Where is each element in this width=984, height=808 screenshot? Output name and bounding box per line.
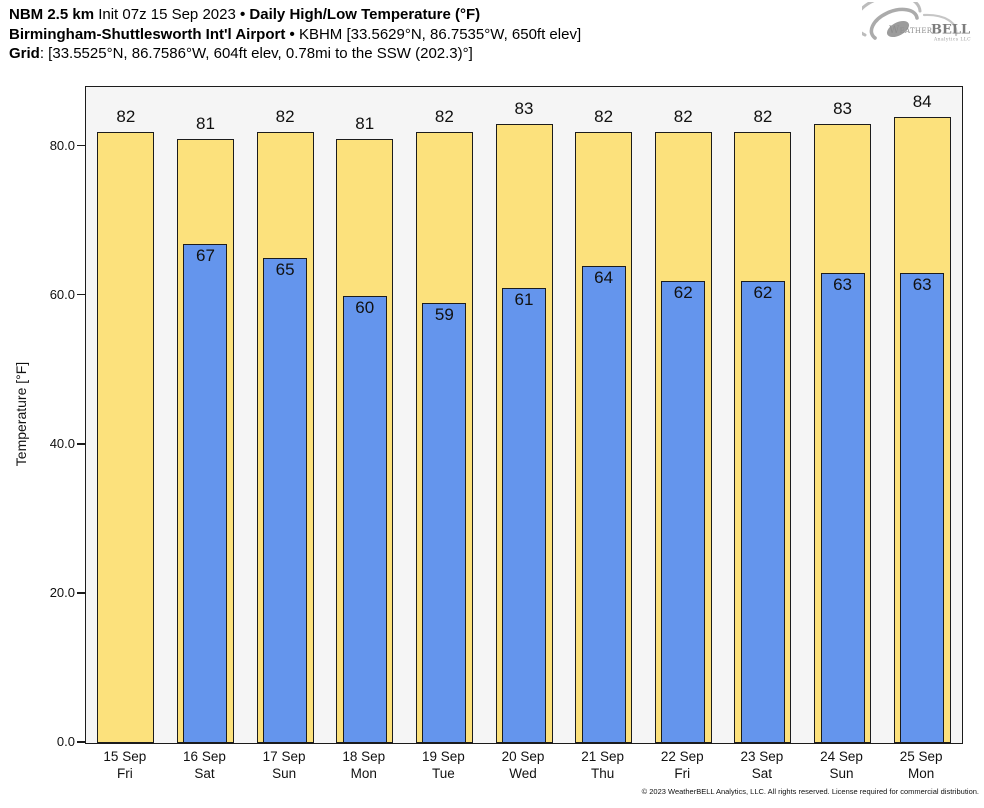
grid-label: Grid <box>9 45 40 62</box>
x-tick-weekday: Fri <box>116 766 133 781</box>
high-bar <box>97 131 155 743</box>
low-value-label: 63 <box>833 275 852 295</box>
separator-dot: • <box>289 25 295 43</box>
high-value-label: 82 <box>116 106 136 126</box>
x-tick-weekday: Sat <box>751 766 773 781</box>
x-tick-label: 25 Sep Mon <box>879 748 963 782</box>
x-tick-weekday: Sun <box>272 766 297 781</box>
high-value-label: 82 <box>434 106 454 126</box>
low-value-label: 62 <box>753 282 773 302</box>
x-tick-date: 16 Sep <box>183 749 226 764</box>
header-line-model: NBM 2.5 km Init 07z 15 Sep 2023 • Daily … <box>9 5 581 25</box>
x-tick-weekday: Sun <box>829 766 854 781</box>
logo-name-suffix: BELL <box>931 23 970 38</box>
low-bar: 64 <box>581 265 626 743</box>
x-axis-labels: 15 Sep Fri 16 Sep Sat 17 Sep Sun 18 Sep Mon 19 S… <box>85 748 961 790</box>
high-value-label: 83 <box>833 99 852 119</box>
y-axis-title: Temperature [°F] <box>13 361 29 467</box>
low-bar: 60 <box>342 295 387 743</box>
y-tick-label: 20.0 <box>49 584 75 600</box>
high-value-label: 82 <box>594 106 614 126</box>
y-tick-mark <box>77 592 85 594</box>
high-value-label: 81 <box>195 114 215 134</box>
low-bar: 61 <box>502 288 546 743</box>
low-value-label: 59 <box>434 305 454 325</box>
y-tick-mark <box>77 741 85 743</box>
header-line-station: Birmingham-Shuttlesworth Int'l Airport •… <box>9 25 581 45</box>
x-tick-date: 19 Sep <box>421 749 465 764</box>
x-tick-label: 15 Sep Fri <box>83 748 167 782</box>
x-tick-weekday: Mon <box>908 766 935 781</box>
low-value-label: 63 <box>912 275 932 295</box>
high-value-label: 82 <box>753 106 773 126</box>
low-bar: 62 <box>661 280 706 743</box>
x-tick-label: 20 Sep Wed <box>481 748 565 782</box>
x-tick-date: 17 Sep <box>262 749 306 764</box>
weatherbell-logo: Weather BELL Analytics LLC <box>862 2 971 43</box>
high-value-label: 82 <box>275 106 295 126</box>
model-name: NBM 2.5 km <box>9 6 95 23</box>
x-tick-label: 19 Sep Tue <box>401 748 485 782</box>
header: NBM 2.5 km Init 07z 15 Sep 2023 • Daily … <box>9 5 581 64</box>
init-time: Init 07z 15 Sep 2023 <box>98 6 236 23</box>
x-tick-weekday: Wed <box>509 766 537 781</box>
x-tick-weekday: Fri <box>674 766 691 781</box>
low-bar: 65 <box>263 258 308 743</box>
low-bar: 67 <box>183 243 228 743</box>
product-title: Daily High/Low Temperature (°F) <box>249 6 481 23</box>
x-tick-weekday: Mon <box>350 766 377 781</box>
low-bar: 62 <box>740 280 785 743</box>
x-tick-weekday: Thu <box>590 766 615 781</box>
station-name: Birmingham-Shuttlesworth Int'l Airport <box>9 25 286 43</box>
x-tick-label: 21 Sep Thu <box>561 748 645 782</box>
x-tick-date: 25 Sep <box>899 749 943 764</box>
x-tick-label: 16 Sep Sat <box>162 748 246 782</box>
high-value-label: 83 <box>514 99 534 119</box>
logo-name-prefix: Weather <box>889 25 933 36</box>
x-tick-weekday: Tue <box>431 766 455 781</box>
x-tick-label: 24 Sep Sun <box>800 748 884 782</box>
x-tick-date: 21 Sep <box>581 749 625 764</box>
separator-dot: • <box>239 6 246 23</box>
x-tick-label: 17 Sep Sun <box>242 748 326 782</box>
high-value-label: 81 <box>355 114 375 134</box>
grid-info: : [33.5525°N, 86.7586°W, 604ft elev, 0.7… <box>39 45 473 62</box>
low-bar: 63 <box>820 273 865 743</box>
low-bar: 59 <box>422 303 467 743</box>
y-tick-mark <box>77 443 85 445</box>
low-value-label: 64 <box>594 267 614 287</box>
x-tick-date: 20 Sep <box>501 749 545 764</box>
x-tick-date: 24 Sep <box>820 749 863 764</box>
x-tick-date: 18 Sep <box>342 749 386 764</box>
x-tick-date: 23 Sep <box>740 749 784 764</box>
low-value-label: 60 <box>355 297 375 317</box>
low-value-label: 61 <box>514 290 534 310</box>
y-tick-mark <box>77 144 85 147</box>
logo-subtitle: Analytics LLC <box>933 37 971 43</box>
low-value-label: 67 <box>195 245 215 265</box>
x-tick-date: 22 Sep <box>660 749 704 764</box>
y-tick-label: 0.0 <box>56 734 75 749</box>
header-line-grid: Grid: [33.5525°N, 86.7586°W, 604ft elev,… <box>9 44 581 64</box>
high-value-label: 82 <box>673 106 693 126</box>
y-tick-mark <box>77 294 85 296</box>
x-tick-date: 15 Sep <box>103 749 147 764</box>
copyright-text: © 2023 WeatherBELL Analytics, LLC. All r… <box>641 787 979 796</box>
x-tick-weekday: Sat <box>194 766 215 781</box>
low-value-label: 62 <box>673 282 693 302</box>
plot-area: 82 81 67 82 65 81 60 82 59 83 61 82 64 82 62 82 62 83 63 84… <box>85 86 963 744</box>
x-tick-label: 18 Sep Mon <box>322 748 406 782</box>
hurricane-swirl-icon <box>862 2 958 40</box>
station-info: KBHM [33.5629°N, 86.7535°W, 650ft elev] <box>298 25 582 43</box>
high-value-label: 84 <box>912 91 932 111</box>
low-bar: 63 <box>900 273 945 743</box>
low-value-label: 65 <box>275 260 295 280</box>
y-tick-label: 80.0 <box>49 137 75 153</box>
y-tick-label: 60.0 <box>49 286 75 302</box>
x-tick-label: 23 Sep Sat <box>720 748 804 782</box>
y-tick-label: 40.0 <box>49 435 75 451</box>
x-tick-label: 22 Sep Fri <box>640 748 724 782</box>
